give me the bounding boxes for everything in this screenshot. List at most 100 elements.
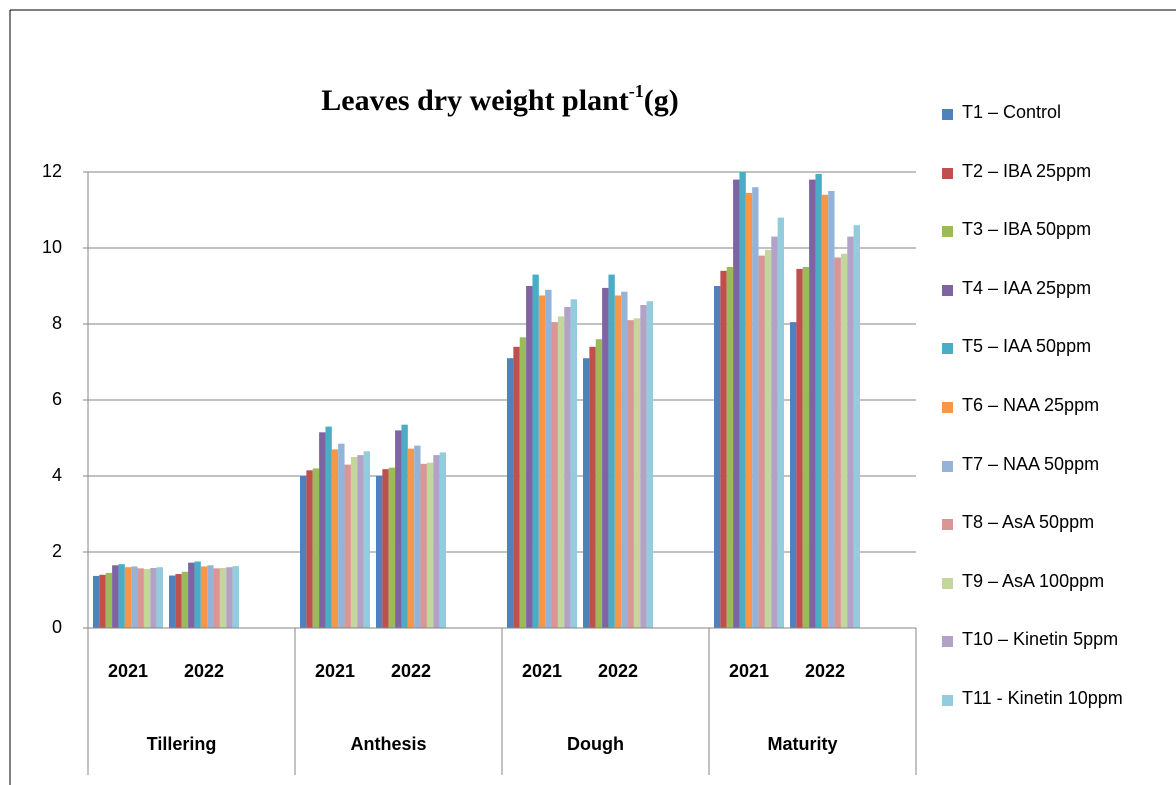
bar <box>350 457 358 628</box>
y-tick-label: 4 <box>52 465 62 485</box>
bar <box>143 569 151 628</box>
bar <box>733 179 740 628</box>
legend-label: T1 – Control <box>962 102 1062 122</box>
bar <box>526 286 533 628</box>
legend-swatch <box>942 109 953 120</box>
bar <box>105 572 113 628</box>
bar <box>745 192 753 628</box>
bar <box>570 299 577 628</box>
bar <box>395 430 402 628</box>
legend-swatch <box>942 343 953 355</box>
legend-label: T5 – IAA 50ppm <box>962 336 1092 357</box>
bar <box>507 358 514 628</box>
legend-swatch <box>942 167 953 179</box>
bar <box>137 568 144 628</box>
bar <box>93 575 100 628</box>
bar <box>376 476 383 628</box>
legend-label: T10 – Kinetin 5ppm <box>962 629 1119 650</box>
bar <box>124 567 132 628</box>
legend-item: T1 – Control <box>942 100 1167 159</box>
bar <box>739 172 746 628</box>
bar <box>219 567 227 628</box>
bar <box>99 574 106 628</box>
legend-item: T3 – IBA 50ppm <box>942 217 1167 276</box>
bar <box>853 225 860 628</box>
legend-swatch <box>942 577 953 589</box>
bar <box>602 287 609 628</box>
legend-label: T6 – NAA 25ppm <box>962 394 1100 415</box>
bar <box>433 455 440 628</box>
group-label: Dough <box>567 734 624 754</box>
y-tick-label: 12 <box>42 161 62 181</box>
bar <box>557 316 565 628</box>
bar <box>232 566 239 628</box>
bar <box>589 346 596 628</box>
legend-item: T6 – NAA 25ppm <box>942 393 1167 452</box>
bar <box>131 566 138 628</box>
legend-label: T8 – AsA 50ppm <box>962 512 1095 533</box>
bar <box>344 464 351 628</box>
bar <box>551 322 558 628</box>
bar <box>595 339 603 628</box>
y-tick-label: 6 <box>52 389 62 409</box>
bar <box>312 468 320 628</box>
legend-label: T3 – IBA 50ppm <box>962 219 1092 240</box>
legend-item: T8 – AsA 50ppm <box>942 510 1167 569</box>
bar <box>828 191 835 628</box>
bar <box>325 426 332 628</box>
bar <box>519 337 527 628</box>
bar <box>809 179 816 628</box>
title-main: Leaves dry weight plant <box>321 84 629 117</box>
bar <box>777 217 784 628</box>
bar <box>583 358 590 628</box>
bar <box>821 194 829 629</box>
bar <box>382 469 389 628</box>
bar <box>188 562 195 628</box>
bar <box>834 257 841 628</box>
x-tick-label: 2022 <box>805 661 845 681</box>
x-tick-label: 2021 <box>315 661 355 681</box>
bar <box>401 424 408 628</box>
x-tick-label: 2022 <box>598 661 638 681</box>
legend-label: T2 – IBA 25ppm <box>962 160 1092 181</box>
bar <box>363 451 370 628</box>
bar <box>790 322 797 628</box>
bar <box>194 561 201 628</box>
bar <box>181 571 189 628</box>
bar <box>714 286 721 628</box>
bar <box>640 305 647 628</box>
chart-title: Leaves dry weight plant-1(g) <box>321 81 678 117</box>
legend-item: T9 – AsA 100ppm <box>942 569 1167 628</box>
legend-swatch <box>942 636 953 648</box>
bar <box>319 432 326 628</box>
bar <box>338 443 345 628</box>
bar <box>150 567 157 628</box>
bar <box>614 295 622 628</box>
legend-swatch <box>942 226 953 238</box>
legend-item: T7 – NAA 50ppm <box>942 452 1167 511</box>
bar <box>207 565 214 628</box>
bar <box>608 274 615 628</box>
y-tick-label: 8 <box>52 313 62 333</box>
legend-swatch <box>942 460 953 472</box>
bar <box>169 575 176 628</box>
y-tick-label: 10 <box>42 237 62 257</box>
bar <box>545 289 552 628</box>
legend-swatch <box>942 519 953 531</box>
bar <box>621 291 628 628</box>
bar <box>439 452 446 628</box>
bar <box>720 270 727 628</box>
bar <box>300 476 307 628</box>
bar <box>796 268 803 628</box>
bar <box>538 295 546 628</box>
legend: T1 – Control T2 – IBA 25ppm T3 – IBA 50ppm… <box>942 100 1167 745</box>
x-tick-label: 2021 <box>108 661 148 681</box>
bar <box>627 320 634 628</box>
bar <box>112 565 119 628</box>
title-suffix: (g) <box>644 84 679 117</box>
legend-label: T11 - Kinetin 10ppm <box>962 687 1123 708</box>
x-tick-label: 2021 <box>522 661 562 681</box>
legend-swatch <box>942 401 953 413</box>
